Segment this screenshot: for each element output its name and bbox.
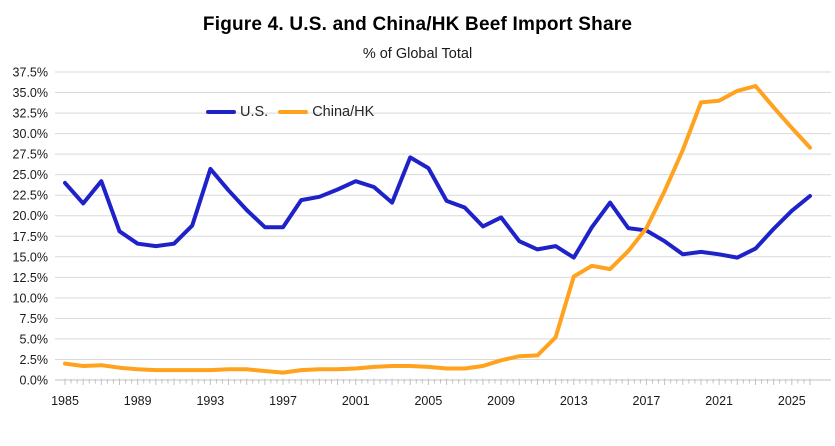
y-axis-tick-label: 22.5% (13, 189, 48, 203)
chinahk-line-swatch (278, 109, 309, 115)
legend-label-us: U.S. (240, 104, 269, 120)
y-axis-tick-label: 5.0% (20, 332, 49, 346)
y-axis-tick-label: 37.5% (13, 66, 48, 80)
x-axis-tick-label: 2025 (778, 394, 806, 408)
chart-legend: U.S. China/HK (206, 104, 374, 120)
us-series-line (63, 155, 812, 260)
legend-item-us: U.S. (206, 104, 268, 120)
y-axis-tick-label: 32.5% (13, 107, 48, 121)
y-axis-tick-label: 27.5% (13, 148, 48, 162)
x-axis-tick-label: 2017 (633, 394, 661, 408)
y-axis-tick-label: 7.5% (20, 312, 49, 326)
chart-subtitle: % of Global Total (362, 46, 473, 62)
x-axis-tick-label: 1993 (196, 394, 224, 408)
y-axis-tick-label: 25.0% (13, 168, 48, 182)
x-axis-tick-label: 2001 (342, 394, 370, 408)
y-axis-tick-label: 10.0% (13, 291, 48, 305)
x-axis-tick-label: 1985 (51, 394, 79, 408)
chart-title: Figure 4. U.S. and China/HK Beef Import … (202, 14, 633, 35)
y-axis-tick-label: 0.0% (20, 374, 49, 388)
y-axis-tick-label: 30.0% (13, 127, 48, 141)
us-line-swatch (206, 109, 236, 115)
x-axis-tick-label: 2009 (487, 394, 515, 408)
y-axis-tick-label: 2.5% (20, 353, 49, 367)
chinahk-series-line (63, 84, 812, 375)
x-axis-tick-label: 1997 (269, 394, 297, 408)
x-axis-tick-label: 2013 (560, 394, 588, 408)
y-axis-tick-label: 17.5% (13, 230, 48, 244)
legend-item-chinahk: China/HK (278, 104, 374, 120)
y-axis-tick-label: 15.0% (13, 250, 48, 264)
y-axis-tick-label: 35.0% (13, 86, 48, 100)
x-axis-tick-label: 2021 (705, 394, 733, 408)
y-axis-tick-label: 20.0% (13, 209, 48, 223)
x-axis-tick-label: 2005 (414, 394, 442, 408)
legend-label-chinahk: China/HK (312, 104, 375, 120)
x-axis-tick-label: 1989 (124, 394, 152, 408)
y-axis-tick-label: 12.5% (13, 271, 48, 285)
